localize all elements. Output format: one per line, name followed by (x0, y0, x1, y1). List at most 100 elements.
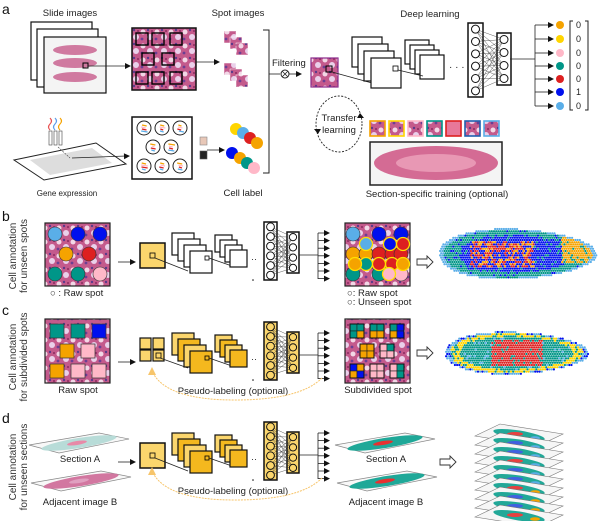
training-thumbnail (464, 120, 481, 137)
transcript (168, 145, 173, 148)
annotation-map-dot (506, 363, 509, 367)
annotation-map-dot (464, 238, 467, 242)
annotation-map-dot (472, 232, 475, 235)
annotation-map-dot (531, 258, 534, 261)
transcript (178, 164, 184, 167)
annotation-map-dot (505, 330, 508, 334)
annotation-map-dot (473, 368, 476, 371)
annotation-map-dot (522, 355, 525, 358)
annotation-map-dot (514, 366, 517, 369)
annotation-map-dot (502, 258, 505, 261)
annotation-map-dot (523, 247, 526, 250)
annotation-map-dot (564, 249, 567, 253)
output-arrow-icon (324, 245, 330, 252)
annotation-map-dot (478, 245, 481, 248)
annotation-map-dot (498, 370, 502, 373)
transcript (141, 124, 147, 127)
annotation-map-dot (492, 335, 495, 338)
annotation-map-dot (522, 337, 525, 340)
nn-connection (475, 39, 505, 91)
annotation-map-dot (516, 366, 519, 369)
annotation-map-dot (536, 234, 540, 237)
annotation-map-dot (535, 267, 539, 270)
annotation-map-dot (550, 243, 553, 246)
annotation-map-dot (482, 346, 485, 349)
annotation-map-dot (461, 366, 464, 369)
annotation-map-dot (454, 263, 457, 266)
nn-connection (475, 29, 505, 66)
annotation-map-dot (528, 238, 531, 242)
annotation-map-dot (500, 271, 503, 275)
annotation-map-dot (527, 258, 530, 261)
annotation-map-dot (546, 359, 549, 362)
annotation-map-dot (473, 269, 476, 272)
annotation-map-dot (490, 344, 493, 347)
annotation-map-dot (465, 361, 469, 364)
expression-spot (172, 158, 188, 174)
annotation-map-dot (561, 238, 564, 242)
annotation-map-dot (560, 236, 563, 239)
annotation-map-dot (498, 271, 501, 275)
neuron (266, 341, 275, 351)
annotation-map-dot (523, 370, 526, 373)
annotation-map-dot (513, 258, 517, 261)
annotation-map-dot (574, 256, 577, 259)
annotation-map-dot (573, 357, 576, 360)
subspot (386, 343, 395, 352)
annotation-map-dot (550, 269, 553, 272)
annotation-map-dot (529, 267, 532, 270)
subdivided-spot (349, 363, 365, 379)
annotation-map-dot (543, 256, 546, 259)
annotation-map-dot (522, 263, 525, 266)
arrow-head-icon (548, 22, 554, 28)
annotation-map-dot (500, 337, 503, 340)
annotation-map-dot (497, 243, 500, 246)
annotation-map-dot (495, 243, 498, 246)
annotation-map-dot (577, 263, 580, 266)
annotation-map-dot (471, 363, 474, 367)
feature-map (189, 250, 213, 274)
subspot (359, 350, 368, 359)
annotation-map-dot (490, 361, 493, 364)
annotation-map-dot (530, 234, 533, 237)
annotation-map-dot (529, 370, 532, 373)
annotation-map-dot (565, 238, 568, 242)
annotation-map-dot (541, 368, 545, 371)
annotation-map-dot (459, 348, 462, 351)
annotation-map-dot (491, 359, 494, 362)
annotation-map-dot (454, 339, 458, 342)
annotation-map-dot (505, 267, 508, 270)
annotation-map-dot (579, 258, 583, 261)
annotation-map-dot (563, 260, 566, 264)
annotation-map-dot (541, 359, 545, 362)
annotation-map-dot (503, 238, 507, 242)
annotation-map-dot (480, 245, 483, 248)
annotation-map-dot (552, 368, 556, 371)
annotation-map-dot (500, 333, 503, 336)
annotation-map-dot (571, 348, 574, 351)
annotation-map-dot (538, 254, 541, 257)
annotation-map-dot (453, 341, 456, 345)
annotation-map-dot (524, 232, 528, 235)
unseen-spot (382, 236, 398, 252)
annotation-map-dot (494, 330, 497, 334)
annotation-map-dot (451, 260, 454, 264)
annotation-map-dot (540, 271, 543, 275)
annotation-map-dot (483, 352, 486, 356)
annotation-map-dot (552, 238, 555, 242)
annotation-map-dot (519, 359, 523, 362)
neuron (266, 470, 275, 480)
annotation-map-dot (472, 258, 475, 261)
annotation-map-dot (480, 267, 483, 270)
annotation-map-dot (479, 247, 482, 250)
annotation-map-dot (472, 263, 475, 266)
annotation-map-dot (519, 350, 523, 353)
annotation-map-dot (577, 245, 580, 248)
selected-spot (82, 62, 89, 69)
annotation-map-dot (451, 252, 454, 255)
annotation-map-dot (499, 230, 502, 233)
annotation-map-dot (544, 346, 547, 349)
annotation-map-dot (486, 337, 489, 340)
output-arrow-icon (324, 260, 330, 267)
annotation-map-dot (502, 372, 505, 375)
